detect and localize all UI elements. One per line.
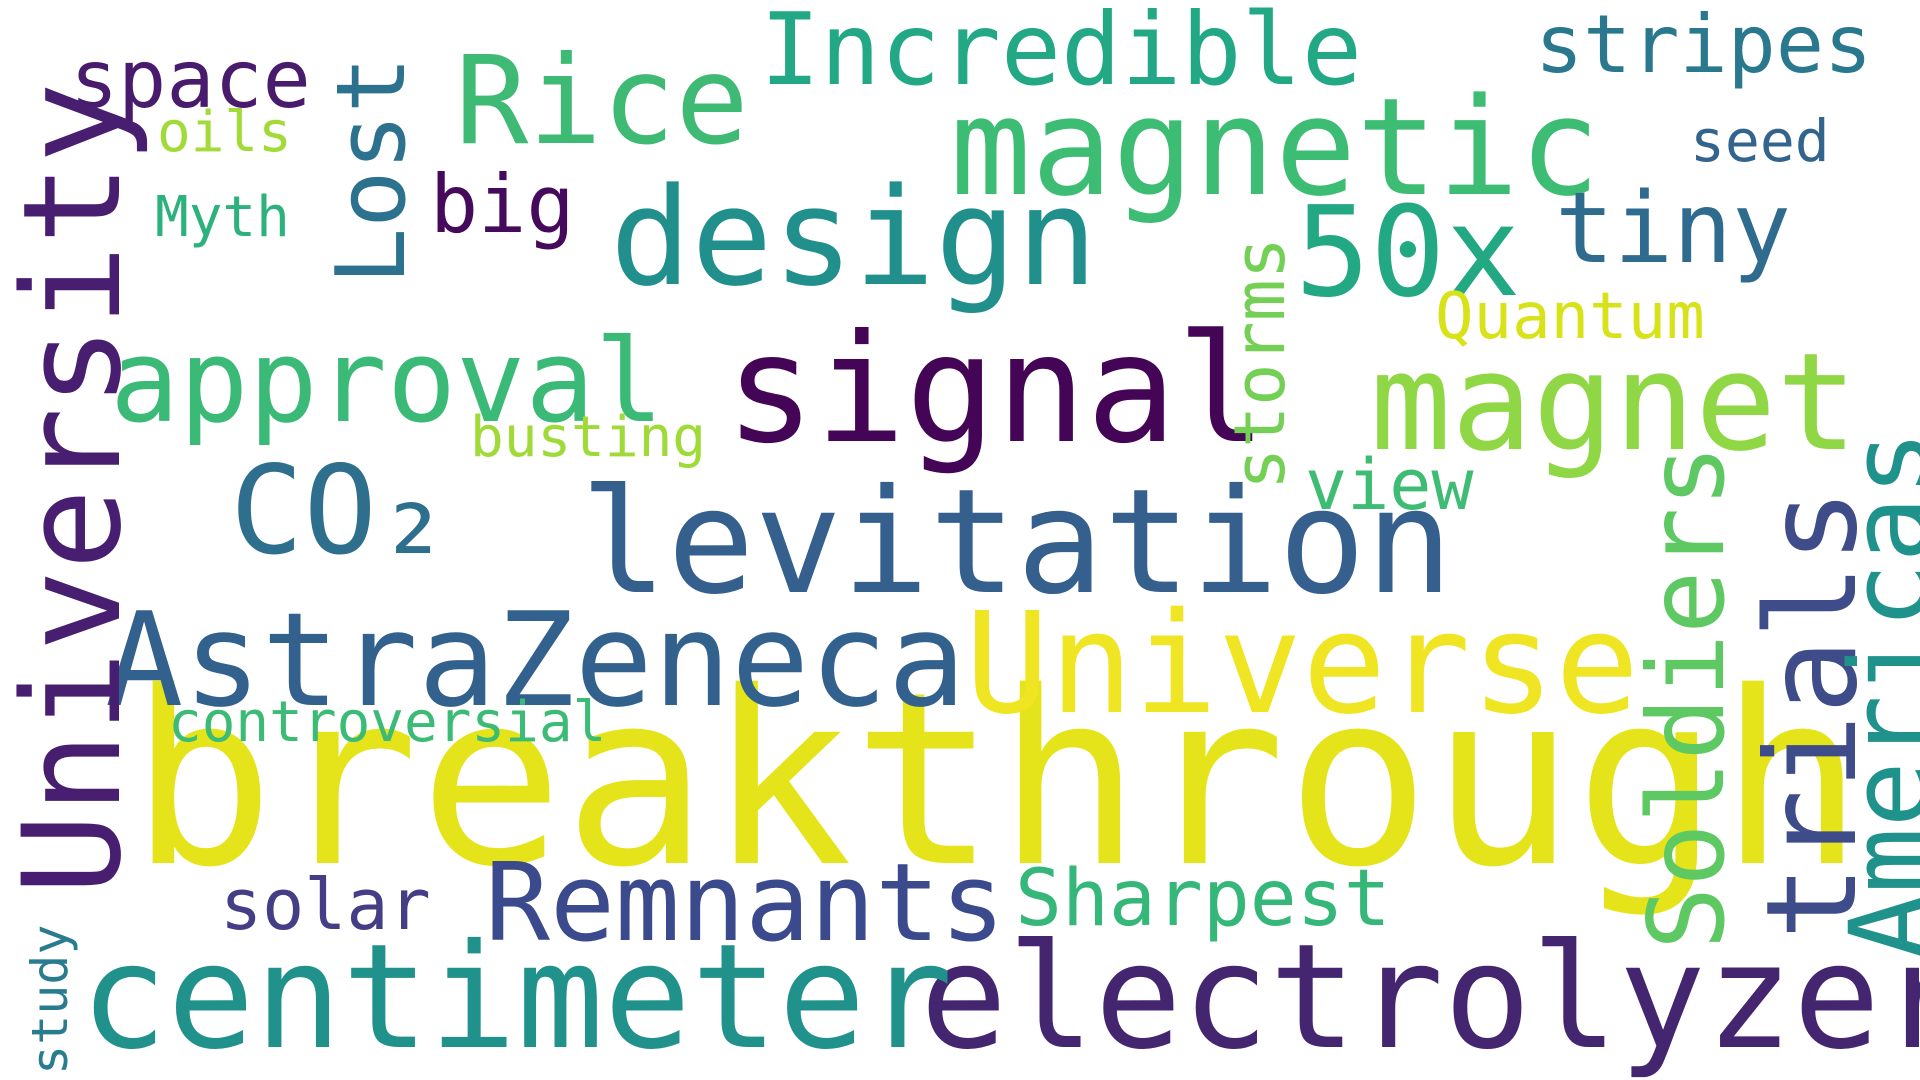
word-magnetic: magnetic — [950, 69, 1601, 226]
word-electrolyzers: electrolyzers — [920, 913, 1920, 1080]
word-space: space — [70, 33, 311, 126]
word-stripes: stripes — [1535, 0, 1873, 91]
word-breakthrough: breakthrough — [130, 640, 1864, 920]
word-approval: approval — [110, 315, 664, 449]
word-big: big — [430, 158, 575, 251]
word-quantum: Quantum — [1435, 280, 1705, 354]
word-seed: seed — [1690, 107, 1830, 175]
word-universe: Universe — [965, 583, 1640, 746]
word-americas: Americas — [1826, 430, 1920, 960]
word-centimeter: centimeter — [80, 913, 953, 1080]
word-rice: Rice — [455, 30, 749, 172]
word-lost: Lost — [317, 56, 427, 285]
word-design: design — [610, 159, 1098, 316]
word-study: study — [21, 924, 79, 1075]
word-controversial: controversial — [168, 690, 607, 755]
word-solar: solar — [220, 864, 431, 946]
word-50x: 50x — [1295, 180, 1521, 325]
word-levitation: levitation — [580, 458, 1453, 627]
word-view: view — [1305, 444, 1474, 526]
word-storms: storms — [1219, 237, 1301, 490]
word-signal: signal — [725, 303, 1267, 477]
word-oils: oils — [157, 100, 292, 165]
word-university: University — [0, 82, 151, 895]
word-remnants: Remnants — [485, 841, 1006, 966]
word-tiny: tiny — [1555, 172, 1792, 286]
word-co2: CO₂ — [230, 440, 451, 582]
word-magnet: magnet — [1370, 324, 1858, 481]
word-busting: busting — [470, 405, 707, 470]
word-incredible: Incredible — [760, 0, 1363, 108]
word-astrazeneca: AstraZeneca — [105, 584, 966, 736]
word-sharpest: Sharpest — [1015, 854, 1391, 944]
word-soldiers: Soldiers — [1626, 444, 1748, 950]
word-myth: Myth — [155, 185, 290, 250]
